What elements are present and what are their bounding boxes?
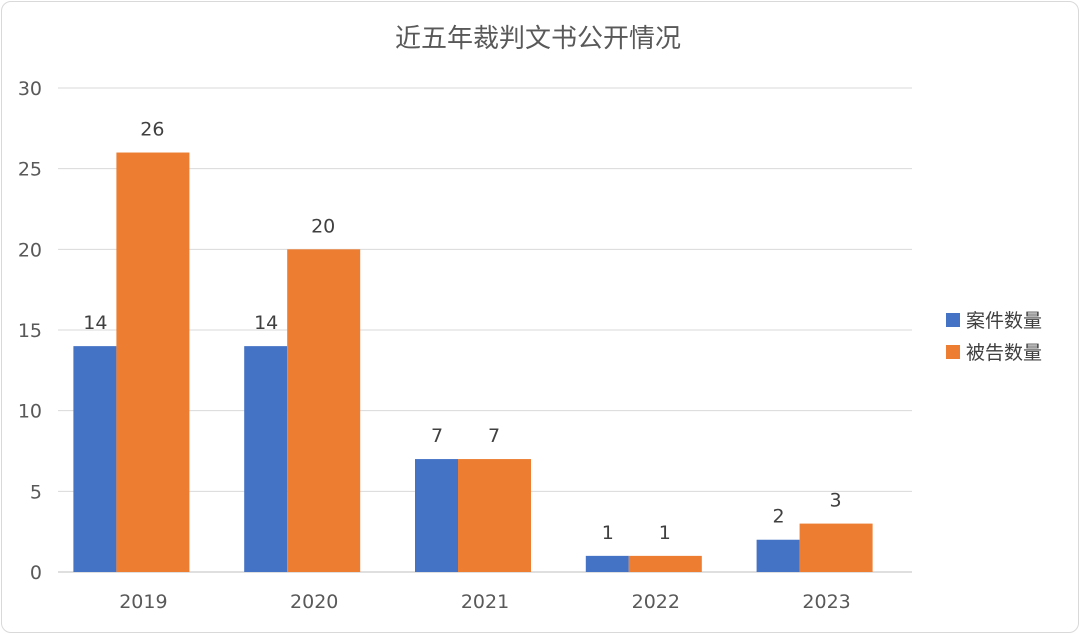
bar-cases: [756, 539, 800, 572]
x-tick-label: 2023: [802, 591, 850, 613]
bar-cases: [585, 555, 629, 572]
y-tick-label: 20: [18, 239, 42, 261]
y-tick-label: 10: [18, 401, 42, 423]
legend-swatch: [946, 313, 960, 327]
data-label: 1: [659, 522, 671, 544]
data-label: 2: [773, 506, 785, 528]
data-label: 26: [140, 119, 164, 141]
legend-label: 被告数量: [966, 342, 1042, 364]
bar-defendants: [799, 523, 873, 572]
data-label: 7: [431, 425, 443, 447]
y-tick-label: 25: [18, 159, 42, 181]
bar-defendants: [116, 152, 190, 573]
x-tick-label: 2020: [290, 591, 338, 613]
y-tick-label: 15: [18, 320, 42, 342]
bar-cases: [415, 459, 458, 572]
data-label: 7: [488, 425, 500, 447]
data-labels: 14 26 14 20 7 7 1 1 2 3: [83, 119, 841, 544]
x-tick-label: 2022: [632, 591, 680, 613]
y-tick-label: 5: [30, 481, 42, 503]
y-tick-label: 30: [18, 78, 42, 100]
y-axis-ticks: 0 5 10 15 20 25 30: [18, 78, 42, 584]
y-tick-label: 0: [30, 562, 42, 584]
bars: [73, 152, 873, 573]
legend-label: 案件数量: [966, 310, 1042, 332]
data-label: 14: [254, 312, 278, 334]
x-tick-label: 2021: [461, 591, 509, 613]
data-label: 14: [83, 312, 107, 334]
chart-title: 近五年裁判文书公开情况: [395, 24, 681, 54]
bar-defendants: [458, 459, 531, 572]
bar-defendants: [628, 555, 702, 572]
x-tick-label: 2019: [119, 591, 167, 613]
bar-cases: [244, 346, 288, 572]
bar-cases: [73, 346, 117, 572]
x-axis-ticks: 2019 2020 2021 2022 2023: [119, 591, 851, 613]
data-label: 3: [830, 490, 842, 512]
data-label: 1: [602, 522, 614, 544]
legend-swatch: [946, 345, 960, 359]
data-label: 20: [311, 215, 335, 237]
bar-defendants: [287, 249, 361, 573]
